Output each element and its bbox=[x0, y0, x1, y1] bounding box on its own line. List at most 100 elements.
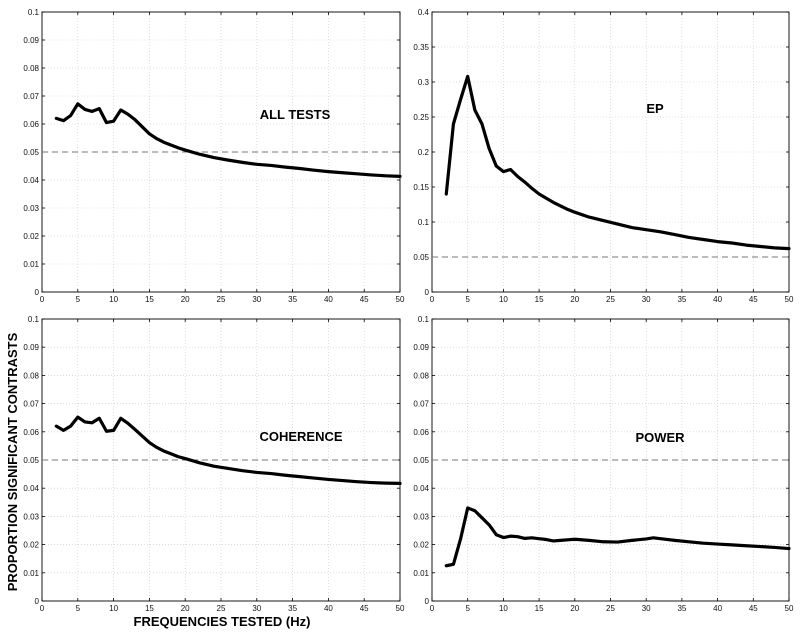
x-tick-label: 25 bbox=[606, 295, 615, 304]
x-tick-label: 45 bbox=[360, 295, 369, 304]
y-tick-label: 0.06 bbox=[23, 428, 39, 437]
y-tick-label: 0.08 bbox=[413, 371, 429, 380]
x-tick-label: 30 bbox=[642, 604, 651, 613]
x-tick-label: 0 bbox=[40, 295, 45, 304]
x-tick-label: 50 bbox=[396, 295, 405, 304]
x-tick-label: 10 bbox=[109, 604, 118, 613]
y-tick-label: 0.1 bbox=[28, 315, 40, 324]
y-tick-label: 0 bbox=[35, 597, 40, 606]
x-tick-label: 10 bbox=[499, 295, 508, 304]
x-tick-label: 50 bbox=[396, 604, 405, 613]
x-tick-label: 40 bbox=[324, 295, 333, 304]
x-axis-title: FREQUENCIES TESTED (Hz) bbox=[134, 614, 311, 629]
x-tick-label: 30 bbox=[252, 604, 261, 613]
x-tick-label: 15 bbox=[145, 295, 154, 304]
panel-coherence: 0 5 10 15 20 25 30 35 40 45 50 0 0.01 0.02 0.03 0.04 0.0… bbox=[23, 315, 405, 613]
y-tick-label: 0.02 bbox=[23, 541, 39, 550]
x-tick-label: 30 bbox=[642, 295, 651, 304]
panel-label-all-tests: ALL TESTS bbox=[260, 107, 331, 122]
y-tick-label: 0.03 bbox=[23, 204, 39, 213]
panel-all-tests: 0 5 10 15 20 25 30 35 40 45 50 0 0.01 0.02 0.03 0.04 0.0… bbox=[23, 8, 405, 304]
x-tick-label: 40 bbox=[713, 604, 722, 613]
y-tick-label: 0.1 bbox=[418, 218, 430, 227]
y-tick-label: 0.01 bbox=[23, 260, 39, 269]
y-tick-label: 0.1 bbox=[28, 8, 40, 17]
x-tick-label: 0 bbox=[40, 604, 45, 613]
x-tick-label: 45 bbox=[749, 604, 758, 613]
panel-label-ep: EP bbox=[646, 101, 664, 116]
series-line-power bbox=[444, 506, 791, 568]
y-tick-label: 0.07 bbox=[413, 400, 429, 409]
y-tick-label: 0.08 bbox=[23, 64, 39, 73]
x-tick-label: 45 bbox=[360, 604, 369, 613]
x-tick-label: 20 bbox=[570, 604, 579, 613]
y-tick-label: 0.35 bbox=[413, 43, 429, 52]
y-tick-label: 0.04 bbox=[23, 484, 39, 493]
x-tick-label: 25 bbox=[606, 604, 615, 613]
y-tick-label: 0.01 bbox=[23, 569, 39, 578]
x-tick-label: 20 bbox=[181, 604, 190, 613]
x-tick-label: 35 bbox=[677, 295, 686, 304]
y-tick-label: 0.03 bbox=[413, 512, 429, 521]
y-tick-label: 0.01 bbox=[413, 569, 429, 578]
y-tick-label: 0.05 bbox=[413, 456, 429, 465]
y-tick-label: 0.09 bbox=[23, 343, 39, 352]
y-tick-label: 0.2 bbox=[418, 148, 430, 157]
x-tick-label: 35 bbox=[677, 604, 686, 613]
y-tick-label: 0.05 bbox=[23, 148, 39, 157]
x-tick-label: 25 bbox=[217, 295, 226, 304]
panel-label-coherence: COHERENCE bbox=[259, 429, 342, 444]
panel-label-power: POWER bbox=[635, 430, 685, 445]
y-tick-label: 0.08 bbox=[23, 371, 39, 380]
x-tick-label: 15 bbox=[535, 604, 544, 613]
x-tick-label: 5 bbox=[76, 295, 81, 304]
x-tick-label: 0 bbox=[430, 604, 435, 613]
x-tick-label: 45 bbox=[749, 295, 758, 304]
y-tick-label: 0.03 bbox=[23, 512, 39, 521]
y-tick-label: 0.05 bbox=[23, 456, 39, 465]
x-tick-label: 40 bbox=[324, 604, 333, 613]
panel-ep: 0 5 10 15 20 25 30 35 40 45 50 0 0.05 0.1 0.15 0.2 0.25 0… bbox=[413, 8, 794, 304]
y-tick-label: 0.04 bbox=[23, 176, 39, 185]
y-tick-label: 0.09 bbox=[413, 343, 429, 352]
panels: 0 5 10 15 20 25 30 35 40 45 5000.010.020.030.040.0… bbox=[23, 8, 794, 613]
y-tick-label: 0.05 bbox=[413, 253, 429, 262]
y-tick-label: 0.07 bbox=[23, 92, 39, 101]
series-line-coherence bbox=[54, 415, 402, 486]
y-tick-label: 0.04 bbox=[413, 484, 429, 493]
x-tick-label: 50 bbox=[785, 295, 794, 304]
panel-power: 0 5 10 15 20 25 30 35 40 45 50 0 0.01 0.02 0.03 0.04 0.0… bbox=[413, 315, 794, 613]
y-tick-label: 0.07 bbox=[23, 400, 39, 409]
series-line-ep bbox=[444, 74, 791, 251]
x-tick-label: 0 bbox=[430, 295, 435, 304]
x-tick-label: 15 bbox=[145, 604, 154, 613]
y-tick-label: 0.4 bbox=[418, 8, 430, 17]
x-tick-label: 20 bbox=[181, 295, 190, 304]
x-tick-label: 35 bbox=[288, 295, 297, 304]
x-tick-label: 35 bbox=[288, 604, 297, 613]
x-tick-label: 5 bbox=[76, 604, 81, 613]
y-axis-title: PROPORTION SIGNIFICANT CONTRASTS bbox=[5, 332, 20, 591]
y-tick-label: 0.06 bbox=[23, 120, 39, 129]
y-tick-label: 0 bbox=[425, 288, 430, 297]
y-tick-label: 0.02 bbox=[23, 232, 39, 241]
series-line-all-tests bbox=[54, 102, 402, 178]
y-tick-label: 0.09 bbox=[23, 36, 39, 45]
y-tick-label: 0.1 bbox=[418, 315, 430, 324]
x-tick-label: 30 bbox=[252, 295, 261, 304]
y-tick-label: 0.25 bbox=[413, 113, 429, 122]
y-tick-label: 0 bbox=[425, 597, 430, 606]
x-tick-label: 10 bbox=[109, 295, 118, 304]
x-tick-label: 5 bbox=[465, 295, 470, 304]
x-tick-label: 25 bbox=[217, 604, 226, 613]
y-tick-label: 0 bbox=[35, 288, 40, 297]
y-tick-label: 0.3 bbox=[418, 78, 430, 87]
x-tick-label: 40 bbox=[713, 295, 722, 304]
x-tick-label: 50 bbox=[785, 604, 794, 613]
y-tick-label: 0.06 bbox=[413, 428, 429, 437]
x-tick-label: 5 bbox=[465, 604, 470, 613]
x-tick-label: 20 bbox=[570, 295, 579, 304]
y-tick-label: 0.15 bbox=[413, 183, 429, 192]
x-tick-label: 15 bbox=[535, 295, 544, 304]
